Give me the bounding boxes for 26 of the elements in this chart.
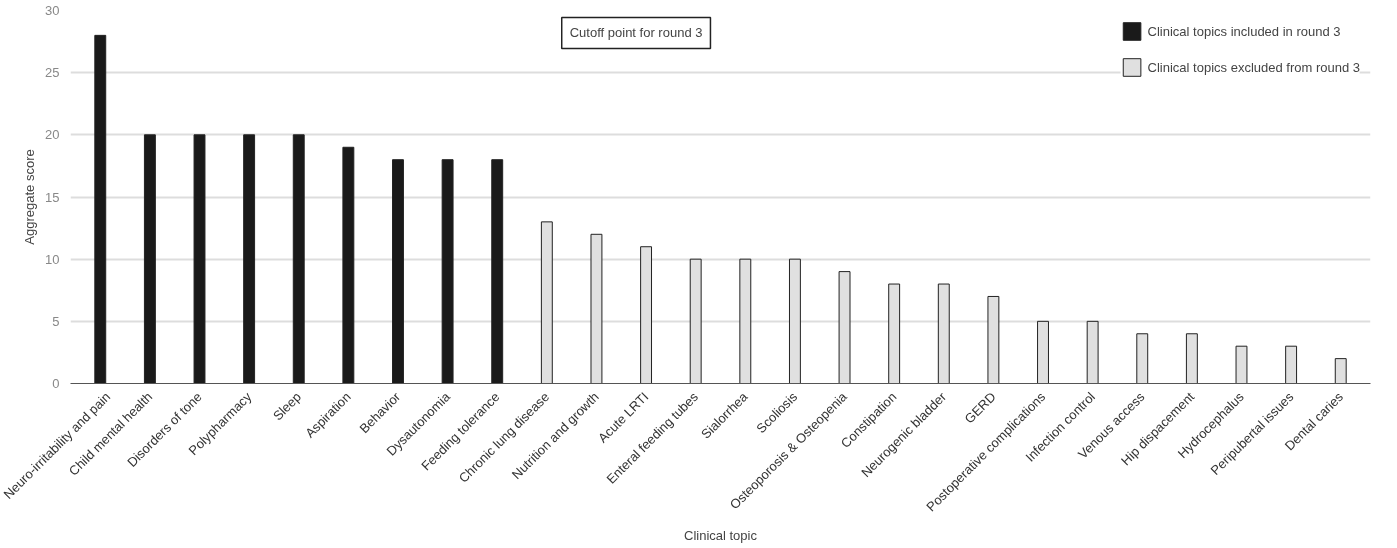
y-tick-label: 15 (45, 189, 60, 205)
bar (342, 146, 355, 384)
y-tick-label: 0 (52, 376, 60, 391)
bar (1285, 345, 1298, 384)
y-tick-label: 30 (45, 3, 60, 18)
y-tick-label: 25 (45, 65, 60, 81)
bar (143, 134, 156, 384)
annotation: Cutoff point for round 3 (569, 25, 703, 41)
bar (94, 34, 107, 384)
bar (392, 159, 404, 384)
bar (491, 159, 504, 384)
y-tick-label: 5 (52, 313, 60, 329)
bar (292, 134, 305, 384)
bar (193, 134, 206, 384)
bar (1136, 333, 1149, 384)
bar (243, 134, 256, 384)
bar (1235, 345, 1248, 384)
bar (441, 159, 454, 384)
y-axis-title: Aggregate score (22, 149, 38, 245)
x-axis-title: Clinical topic (684, 527, 758, 543)
legend-label: Clinical topics excluded from round 3 (1147, 59, 1360, 75)
y-tick-label: 10 (45, 251, 60, 267)
legend-label: Clinical topics included in round 3 (1147, 23, 1341, 39)
bar (1334, 358, 1347, 384)
bar (1185, 333, 1198, 384)
y-tick-label: 20 (45, 127, 60, 143)
